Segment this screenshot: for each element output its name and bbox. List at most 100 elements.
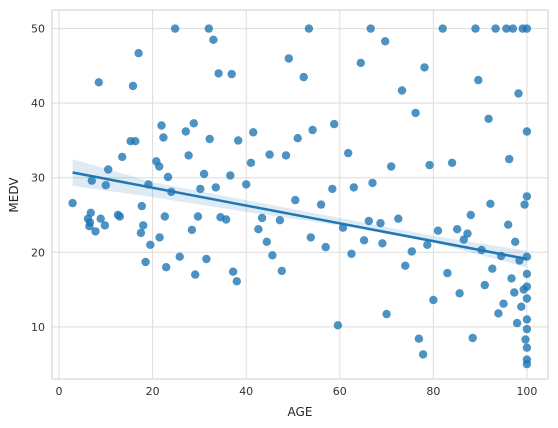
data-point xyxy=(128,81,138,91)
data-point xyxy=(175,252,184,261)
data-point xyxy=(87,176,97,185)
data-point xyxy=(407,247,416,256)
data-point xyxy=(162,263,171,272)
data-point xyxy=(159,133,168,142)
data-point xyxy=(463,229,472,238)
x-tick-labels: 0 20 40 60 80 100 xyxy=(56,385,538,398)
x-tick-label: 80 xyxy=(426,385,440,398)
data-point xyxy=(68,198,77,208)
data-point xyxy=(131,137,140,146)
data-point xyxy=(522,282,532,291)
data-point xyxy=(181,127,190,136)
data-point xyxy=(86,208,96,217)
data-point xyxy=(134,49,143,58)
x-axis-label: AGE xyxy=(288,405,313,419)
data-point xyxy=(433,226,443,235)
data-point xyxy=(268,251,277,260)
data-point xyxy=(368,178,377,188)
data-point xyxy=(184,151,193,160)
data-point xyxy=(242,180,251,189)
regression-fit-line xyxy=(72,171,528,261)
data-point xyxy=(204,24,213,33)
y-tick-label: 50 xyxy=(31,23,45,36)
data-point xyxy=(281,151,291,160)
data-point xyxy=(100,221,110,230)
data-point xyxy=(96,214,105,223)
data-point xyxy=(209,35,218,44)
data-point xyxy=(333,321,343,330)
data-point xyxy=(522,294,532,303)
data-point xyxy=(507,274,516,283)
data-point xyxy=(423,240,432,249)
data-point xyxy=(381,37,390,46)
data-point xyxy=(232,277,241,286)
data-point xyxy=(376,219,385,228)
data-point xyxy=(262,237,271,246)
data-point xyxy=(293,134,302,143)
data-point xyxy=(277,266,286,276)
data-point xyxy=(157,121,166,130)
data-point xyxy=(466,210,475,220)
data-point xyxy=(494,309,503,318)
data-point xyxy=(455,289,464,298)
data-point xyxy=(378,239,387,248)
y-tick-label: 30 xyxy=(31,172,45,185)
data-point xyxy=(522,343,532,352)
data-point xyxy=(193,212,203,221)
data-point xyxy=(508,24,518,33)
y-tick-labels: 10 20 30 40 50 xyxy=(31,23,45,334)
data-point xyxy=(330,119,339,129)
data-point xyxy=(101,181,111,190)
data-point xyxy=(137,201,146,211)
data-point xyxy=(265,150,274,159)
data-point xyxy=(306,233,315,242)
data-point xyxy=(284,54,293,63)
data-point xyxy=(511,237,520,246)
x-tick-label: 0 xyxy=(56,385,63,398)
data-point xyxy=(447,158,457,167)
data-point xyxy=(512,318,522,328)
data-point xyxy=(228,267,238,276)
data-point xyxy=(316,200,326,209)
data-point xyxy=(522,24,532,33)
data-point xyxy=(429,295,438,305)
data-point xyxy=(401,261,410,270)
data-point xyxy=(118,152,127,162)
data-point xyxy=(499,299,508,308)
data-point xyxy=(211,183,220,192)
y-axis-label: MEDV xyxy=(7,177,21,213)
data-point xyxy=(522,127,532,136)
data-point xyxy=(202,254,211,264)
regression-line xyxy=(72,171,528,261)
data-point xyxy=(347,249,356,258)
data-point xyxy=(364,216,373,226)
data-point xyxy=(468,333,477,343)
x-tick-label: 20 xyxy=(146,385,160,398)
data-point xyxy=(234,136,243,145)
confidence-band-area xyxy=(72,159,527,268)
data-point xyxy=(522,359,532,369)
data-point xyxy=(349,183,358,192)
data-point xyxy=(480,280,489,290)
x-tick-label: 40 xyxy=(239,385,253,398)
data-point xyxy=(187,225,197,235)
data-point xyxy=(522,269,532,279)
data-point xyxy=(420,63,429,72)
data-point xyxy=(299,72,308,82)
data-point xyxy=(366,24,375,33)
data-point xyxy=(438,24,447,33)
data-point xyxy=(504,220,513,229)
data-point xyxy=(522,324,532,334)
data-point xyxy=(155,162,164,171)
data-point xyxy=(227,69,236,79)
data-point xyxy=(397,86,407,95)
data-point xyxy=(356,58,365,68)
data-point xyxy=(199,169,209,179)
data-point xyxy=(221,215,231,224)
x-tick-label: 60 xyxy=(333,385,347,398)
data-point xyxy=(115,212,125,221)
grid-lines xyxy=(52,10,548,379)
data-point xyxy=(418,350,428,359)
data-point xyxy=(91,227,100,236)
data-point xyxy=(474,75,483,85)
